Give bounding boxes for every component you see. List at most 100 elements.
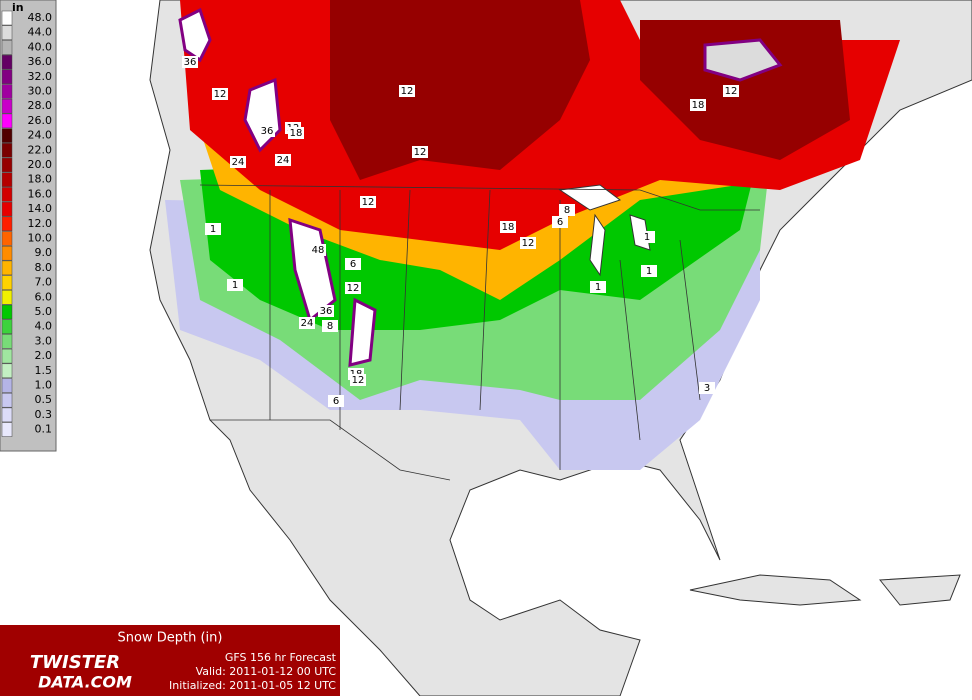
legend-swatch	[1, 10, 13, 26]
contour-label: 3	[704, 383, 710, 394]
contour-label-bg	[559, 204, 575, 216]
contour-label: 12	[347, 283, 360, 294]
contour-label: 8	[327, 321, 333, 332]
contour-label-bg	[318, 305, 334, 317]
legend-label: 44.0	[28, 26, 53, 39]
legend-swatch	[1, 157, 13, 173]
legend-swatch	[1, 422, 13, 437]
contour-label: 1	[646, 266, 652, 277]
contour-label: 12	[522, 238, 535, 249]
legend-label: 4.0	[35, 320, 53, 333]
contour-label-bg	[552, 216, 568, 228]
contour-label: 12	[352, 375, 365, 386]
forecast: GFS 156 hr Forecast	[225, 651, 337, 664]
contour-label: 24	[301, 318, 314, 329]
contour-label: 18	[502, 222, 515, 233]
snow-deep	[178, 7, 377, 367]
legend-label: 12.0	[28, 217, 53, 230]
contour-label-bg	[412, 146, 428, 158]
lake	[558, 184, 651, 277]
contour-label: 12	[214, 89, 227, 100]
legend-label: 20.0	[28, 158, 53, 171]
contour-label-bg	[345, 282, 361, 294]
legend-label: 24.0	[28, 129, 53, 142]
legend-swatch	[1, 348, 13, 364]
legend-swatch	[1, 172, 13, 187]
contour-label-bg	[699, 382, 715, 394]
legend-label: 1.5	[35, 364, 53, 377]
valid: Valid: 2011-01-12 00 UTC	[196, 665, 337, 678]
contour-label: 8	[564, 205, 570, 216]
island	[689, 574, 862, 606]
legend-swatch	[1, 231, 13, 246]
contour-label: 12	[725, 86, 738, 97]
legend-label: 6.0	[35, 290, 53, 303]
legend-swatch	[1, 392, 13, 408]
legend-swatch	[1, 128, 13, 143]
legend-label: 48.0	[28, 11, 53, 24]
legend-label: 3.0	[35, 334, 53, 347]
legend-label: 8.0	[35, 261, 53, 274]
legend-label: 9.0	[35, 246, 53, 259]
legend-swatch	[1, 143, 13, 158]
legend-label: 40.0	[28, 40, 53, 53]
legend-swatch	[1, 69, 13, 85]
contour-label-bg	[322, 320, 338, 332]
contour-label-bg	[350, 374, 366, 386]
contour-label-bg	[299, 317, 315, 329]
contour-label: 24	[232, 157, 245, 168]
legend-swatch	[1, 40, 13, 55]
contour-label: 12	[362, 197, 375, 208]
contour-label-bg	[639, 231, 655, 243]
contour-label: 18	[692, 100, 705, 111]
contour-label-bg	[360, 196, 376, 208]
contour-label: 1	[210, 224, 216, 235]
legend-label: 0.5	[35, 393, 53, 406]
legend-unit: in	[12, 1, 24, 14]
legend-label: 2.0	[35, 349, 53, 362]
contour-label-bg	[520, 237, 536, 249]
contour-label-bg	[227, 279, 243, 291]
contour-label-bg	[345, 258, 361, 270]
snow-deep	[703, 38, 783, 82]
contour-label-bg	[205, 223, 221, 235]
legend-swatch	[1, 290, 13, 305]
snow-darkred	[330, 0, 590, 180]
contour-label: 6	[557, 217, 563, 228]
panel-title: Snow Depth (in)	[118, 631, 223, 646]
legend-label: 36.0	[28, 55, 53, 68]
legend: in 48.044.040.036.032.030.028.026.024.02…	[0, 0, 57, 452]
legend-label: 28.0	[28, 99, 53, 112]
contour-label-bg	[182, 56, 198, 68]
contour-label: 36	[320, 306, 333, 317]
contour-label: 12	[414, 147, 427, 158]
legend-swatch	[1, 25, 13, 40]
legend-swatch	[1, 304, 13, 320]
legend-label: 10.0	[28, 232, 53, 245]
panel-bg	[0, 625, 340, 696]
borders	[199, 184, 760, 481]
contour-label-bg	[328, 395, 344, 407]
legend-label: 26.0	[28, 114, 53, 127]
legend-swatch	[1, 319, 13, 334]
contour-label-bg	[275, 154, 291, 166]
initialized: Initialized: 2011-01-05 12 UTC	[169, 679, 336, 692]
contour-label-bg	[230, 156, 246, 168]
legend-label: 1.0	[35, 379, 53, 392]
contour-label-bg	[723, 85, 739, 97]
legend-swatch	[1, 378, 13, 393]
info-panel: Snow Depth (in) TWISTER DATA.COM GFS 156…	[0, 625, 340, 696]
legend-swatch	[1, 407, 13, 423]
legend-label: 30.0	[28, 85, 53, 98]
contour-label: 6	[333, 396, 339, 407]
contour-label: 1	[595, 282, 601, 293]
legend-swatch	[1, 245, 13, 261]
contour-label: 12	[401, 86, 414, 97]
contour-label: 1	[644, 232, 650, 243]
legend-label: 5.0	[35, 305, 53, 318]
contour-label: 48	[312, 245, 325, 256]
contour-label: 36	[261, 126, 274, 137]
contour-label-bg	[590, 281, 606, 293]
